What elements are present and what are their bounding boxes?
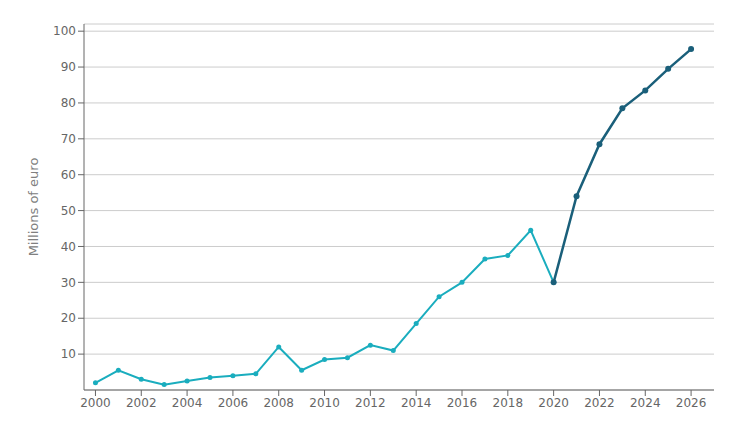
svg-text:2024: 2024 [630,396,661,410]
svg-text:20: 20 [61,311,76,325]
svg-text:2000: 2000 [80,396,111,410]
svg-text:2008: 2008 [263,396,294,410]
svg-text:2020: 2020 [538,396,569,410]
svg-text:2004: 2004 [172,396,203,410]
svg-text:10: 10 [61,347,76,361]
svg-text:2010: 2010 [309,396,340,410]
svg-text:80: 80 [61,96,76,110]
svg-text:90: 90 [61,60,76,74]
svg-text:70: 70 [61,132,76,146]
svg-text:50: 50 [61,204,76,218]
svg-text:30: 30 [61,276,76,290]
svg-text:100: 100 [53,24,76,38]
svg-text:40: 40 [61,240,76,254]
svg-text:2002: 2002 [126,396,157,410]
svg-text:2014: 2014 [401,396,432,410]
svg-text:2022: 2022 [584,396,615,410]
svg-text:2012: 2012 [355,396,386,410]
svg-text:Millions of euro: Millions of euro [26,158,41,257]
svg-text:2026: 2026 [676,396,707,410]
svg-text:60: 60 [61,168,76,182]
svg-text:2006: 2006 [218,396,249,410]
svg-text:2016: 2016 [447,396,478,410]
svg-text:2018: 2018 [493,396,524,410]
